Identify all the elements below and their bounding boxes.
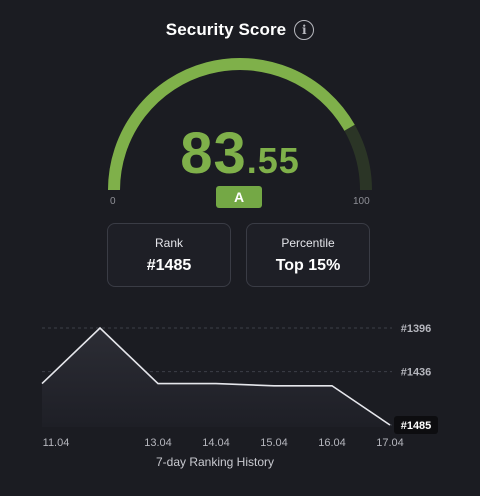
chart-area-fill (42, 328, 390, 427)
x-tick-label: 14.04 (202, 437, 230, 449)
y-tick-label: #1436 (401, 367, 432, 379)
score-integer: 83 (180, 121, 247, 186)
rank-value: #1485 (146, 257, 192, 274)
chart-series-line (41, 326, 391, 426)
score-gauge (108, 58, 372, 191)
score-value: 83.55 (0, 120, 480, 187)
grade-badge: A (216, 186, 262, 208)
percentile-value: Top 15% (275, 257, 341, 274)
info-icon[interactable]: i (294, 20, 315, 40)
x-tick-label: 13.04 (144, 437, 172, 449)
x-tick-label: 17.04 (376, 437, 404, 449)
percentile-label: Percentile (281, 236, 335, 250)
y-tick-label: #1396 (401, 323, 432, 335)
score-decimal: .55 (246, 140, 300, 181)
gauge-fill (108, 58, 355, 191)
x-tick-label: 11.04 (43, 437, 70, 449)
percentile-card: Percentile Top 15% (246, 223, 370, 287)
chart-caption: 7-day Ranking History (155, 455, 275, 469)
gauge-min-label: 0 (110, 196, 116, 207)
rank-card: Rank #1485 (107, 223, 231, 287)
header: Security Score i (0, 20, 480, 40)
gauge-max-label: 100 (353, 196, 370, 207)
y-tick-label: #1485 (401, 420, 432, 432)
page-title: Security Score (165, 20, 287, 39)
y-tick-highlight (394, 416, 438, 434)
rank-label: Rank (154, 236, 183, 250)
x-tick-label: 15.04 (260, 437, 288, 449)
x-tick-label: 16.04 (318, 437, 346, 449)
